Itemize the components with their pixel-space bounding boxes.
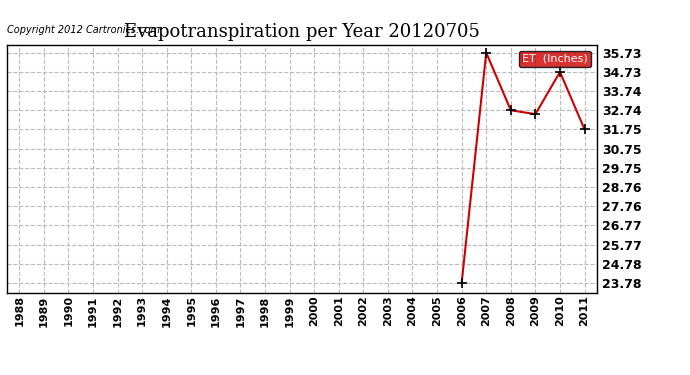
- Title: Evapotranspiration per Year 20120705: Evapotranspiration per Year 20120705: [124, 22, 480, 40]
- Text: Copyright 2012 Cartronics.com: Copyright 2012 Cartronics.com: [7, 25, 160, 35]
- Legend: ET  (Inches): ET (Inches): [519, 51, 591, 67]
